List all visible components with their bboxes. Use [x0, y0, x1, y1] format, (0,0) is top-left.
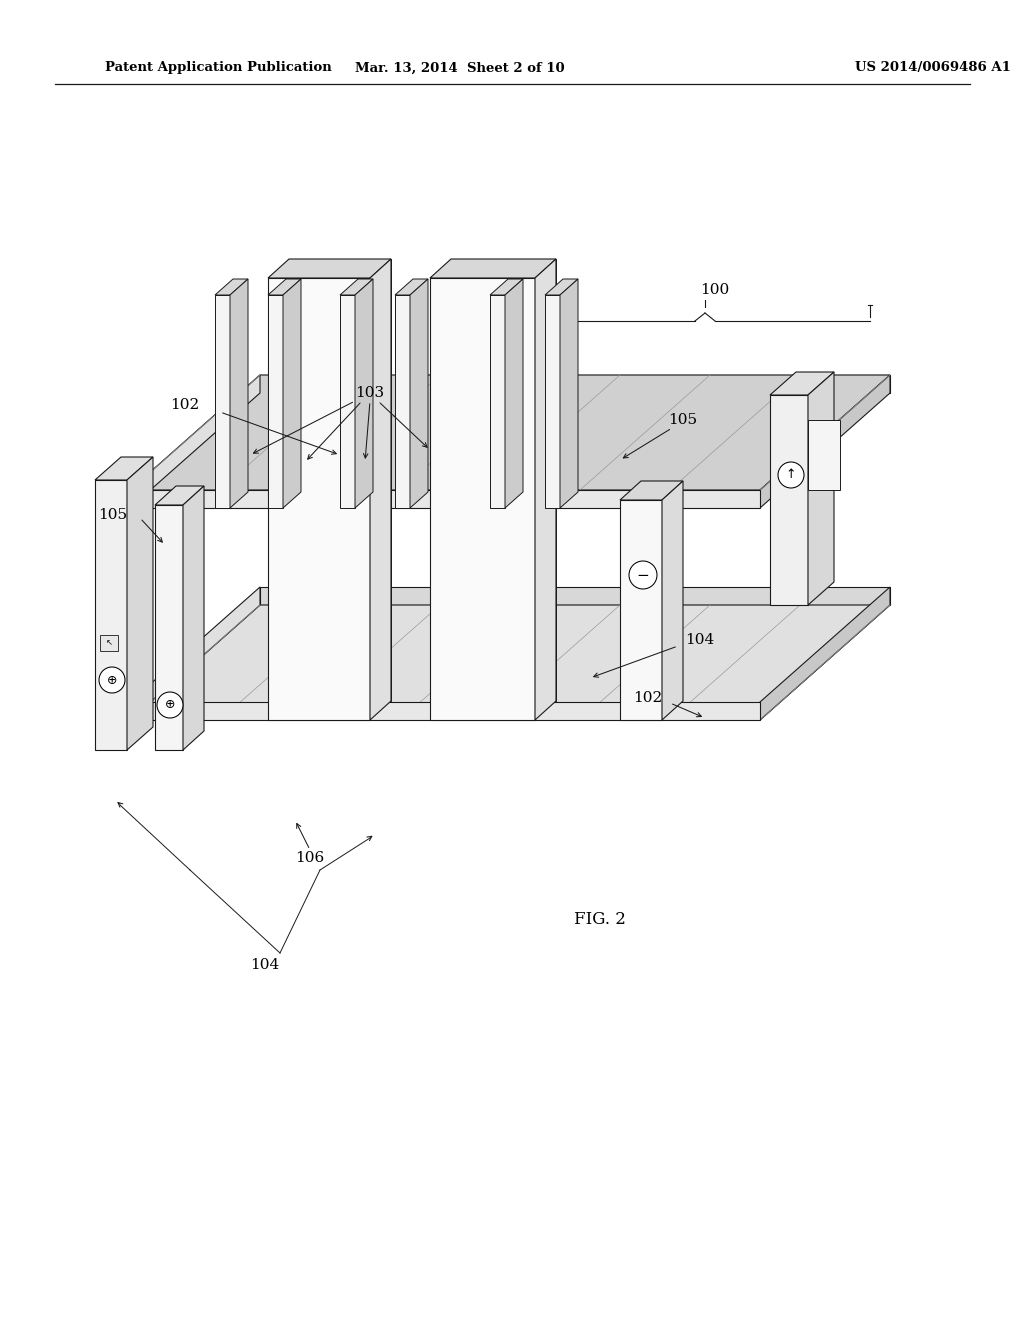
Polygon shape: [215, 294, 230, 508]
Polygon shape: [620, 500, 662, 719]
Polygon shape: [808, 372, 834, 605]
Polygon shape: [662, 480, 683, 719]
Polygon shape: [130, 490, 760, 508]
Polygon shape: [268, 279, 370, 719]
Polygon shape: [451, 259, 556, 701]
Polygon shape: [770, 372, 834, 395]
Text: ↑: ↑: [785, 469, 797, 482]
Circle shape: [629, 561, 657, 589]
Polygon shape: [560, 279, 578, 508]
Polygon shape: [155, 506, 183, 750]
Text: 102: 102: [634, 690, 663, 705]
Text: 105: 105: [669, 413, 697, 426]
Polygon shape: [340, 294, 355, 508]
Polygon shape: [130, 605, 890, 719]
Polygon shape: [268, 279, 301, 294]
Text: 103: 103: [355, 385, 385, 400]
Polygon shape: [268, 259, 391, 279]
Text: Patent Application Publication: Patent Application Publication: [105, 62, 332, 74]
Polygon shape: [490, 294, 505, 508]
Polygon shape: [95, 457, 153, 480]
Text: FIG. 2: FIG. 2: [574, 912, 626, 928]
Circle shape: [157, 692, 183, 718]
Text: 105: 105: [98, 508, 128, 521]
Text: 104: 104: [251, 958, 280, 972]
Text: ⊕: ⊕: [106, 673, 118, 686]
Polygon shape: [130, 702, 760, 719]
Polygon shape: [430, 279, 535, 719]
Polygon shape: [620, 480, 683, 500]
Polygon shape: [260, 587, 890, 605]
Polygon shape: [127, 457, 153, 750]
Circle shape: [778, 462, 804, 488]
Text: 106: 106: [295, 851, 325, 865]
Circle shape: [99, 667, 125, 693]
Polygon shape: [155, 486, 204, 506]
Text: US 2014/0069486 A1: US 2014/0069486 A1: [855, 62, 1011, 74]
Polygon shape: [183, 486, 204, 750]
Polygon shape: [395, 294, 410, 508]
Polygon shape: [355, 279, 373, 508]
Polygon shape: [410, 279, 428, 508]
Text: ↖: ↖: [105, 639, 113, 648]
Polygon shape: [95, 480, 127, 750]
Text: ⊕: ⊕: [165, 698, 175, 711]
Polygon shape: [490, 279, 523, 294]
Text: 102: 102: [170, 399, 200, 412]
Polygon shape: [100, 635, 118, 651]
Polygon shape: [808, 420, 840, 490]
Polygon shape: [260, 375, 890, 393]
Polygon shape: [760, 587, 890, 719]
Polygon shape: [395, 279, 428, 294]
Polygon shape: [130, 375, 890, 490]
Polygon shape: [505, 279, 523, 508]
Polygon shape: [268, 294, 283, 508]
Polygon shape: [535, 259, 556, 719]
Text: −: −: [637, 568, 649, 582]
Polygon shape: [370, 259, 391, 719]
Polygon shape: [545, 279, 578, 294]
Polygon shape: [130, 587, 260, 719]
Polygon shape: [130, 375, 260, 508]
Polygon shape: [760, 375, 890, 508]
Text: 104: 104: [685, 634, 715, 647]
Polygon shape: [289, 259, 391, 701]
Text: 100: 100: [700, 282, 730, 297]
Polygon shape: [545, 294, 560, 508]
Polygon shape: [340, 279, 373, 294]
Polygon shape: [770, 395, 808, 605]
Polygon shape: [430, 259, 556, 279]
Polygon shape: [215, 279, 248, 294]
Polygon shape: [283, 279, 301, 508]
Polygon shape: [230, 279, 248, 508]
Text: Mar. 13, 2014  Sheet 2 of 10: Mar. 13, 2014 Sheet 2 of 10: [355, 62, 565, 74]
